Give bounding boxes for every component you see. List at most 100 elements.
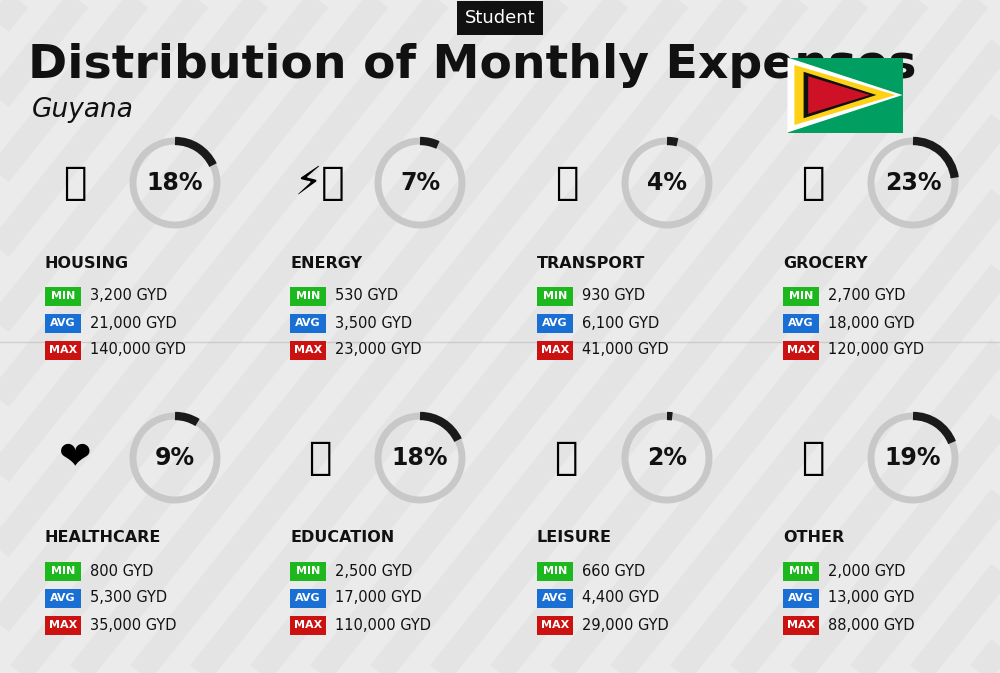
Text: 🛒: 🛒 xyxy=(801,164,825,202)
Bar xyxy=(45,314,81,332)
Text: MAX: MAX xyxy=(541,345,569,355)
Text: MIN: MIN xyxy=(51,291,75,301)
Bar xyxy=(537,287,573,306)
Text: HEALTHCARE: HEALTHCARE xyxy=(45,530,161,546)
Bar xyxy=(45,616,81,635)
Bar xyxy=(783,616,819,635)
Bar xyxy=(537,616,573,635)
Bar xyxy=(537,341,573,359)
Bar xyxy=(45,561,81,581)
Text: 2,700 GYD: 2,700 GYD xyxy=(828,289,906,304)
Text: 🚌: 🚌 xyxy=(555,164,579,202)
Bar xyxy=(537,561,573,581)
Text: MIN: MIN xyxy=(543,291,567,301)
Text: ENERGY: ENERGY xyxy=(290,256,362,271)
Bar xyxy=(783,588,819,608)
Text: 13,000 GYD: 13,000 GYD xyxy=(828,590,914,606)
Text: 110,000 GYD: 110,000 GYD xyxy=(335,618,431,633)
Text: 4,400 GYD: 4,400 GYD xyxy=(582,590,659,606)
Text: MAX: MAX xyxy=(787,620,815,630)
Text: MAX: MAX xyxy=(49,620,77,630)
Text: 35,000 GYD: 35,000 GYD xyxy=(90,618,176,633)
Text: 2%: 2% xyxy=(647,446,687,470)
Text: 41,000 GYD: 41,000 GYD xyxy=(582,343,669,357)
Bar xyxy=(45,588,81,608)
Text: 3,500 GYD: 3,500 GYD xyxy=(335,316,412,330)
Text: 6,100 GYD: 6,100 GYD xyxy=(582,316,659,330)
Polygon shape xyxy=(808,76,870,114)
Text: ❤️: ❤️ xyxy=(59,439,91,477)
Bar xyxy=(537,314,573,332)
Text: MIN: MIN xyxy=(543,566,567,576)
Text: 2,000 GYD: 2,000 GYD xyxy=(828,563,906,579)
Text: 930 GYD: 930 GYD xyxy=(582,289,645,304)
Text: 2,500 GYD: 2,500 GYD xyxy=(335,563,412,579)
Text: 29,000 GYD: 29,000 GYD xyxy=(582,618,669,633)
Text: 5,300 GYD: 5,300 GYD xyxy=(90,590,167,606)
Bar xyxy=(788,57,902,133)
Text: 17,000 GYD: 17,000 GYD xyxy=(335,590,422,606)
Text: AVG: AVG xyxy=(788,318,814,328)
Text: 👛: 👛 xyxy=(801,439,825,477)
Text: 18%: 18% xyxy=(392,446,448,470)
Text: AVG: AVG xyxy=(50,318,76,328)
Bar xyxy=(290,314,326,332)
Bar xyxy=(783,341,819,359)
Text: 23%: 23% xyxy=(885,171,941,195)
Text: 🛍️: 🛍️ xyxy=(555,439,579,477)
Text: GROCERY: GROCERY xyxy=(783,256,868,271)
Text: EDUCATION: EDUCATION xyxy=(290,530,394,546)
Text: TRANSPORT: TRANSPORT xyxy=(537,256,645,271)
Text: 🎓: 🎓 xyxy=(308,439,332,477)
Text: 88,000 GYD: 88,000 GYD xyxy=(828,618,915,633)
Text: 120,000 GYD: 120,000 GYD xyxy=(828,343,924,357)
Text: Guyana: Guyana xyxy=(32,97,134,123)
Text: HOUSING: HOUSING xyxy=(45,256,129,271)
Text: 9%: 9% xyxy=(155,446,195,470)
Text: MIN: MIN xyxy=(296,566,320,576)
Text: 660 GYD: 660 GYD xyxy=(582,563,645,579)
Text: 800 GYD: 800 GYD xyxy=(90,563,153,579)
Text: 21,000 GYD: 21,000 GYD xyxy=(90,316,177,330)
Text: 7%: 7% xyxy=(400,171,440,195)
Text: LEISURE: LEISURE xyxy=(537,530,612,546)
Text: MIN: MIN xyxy=(51,566,75,576)
Text: AVG: AVG xyxy=(295,318,321,328)
Text: MAX: MAX xyxy=(541,620,569,630)
Text: 18%: 18% xyxy=(147,171,203,195)
Bar xyxy=(290,341,326,359)
Text: Distribution of Monthly Expenses: Distribution of Monthly Expenses xyxy=(28,42,916,87)
Text: MAX: MAX xyxy=(49,345,77,355)
Text: MIN: MIN xyxy=(296,291,320,301)
Text: 4%: 4% xyxy=(647,171,687,195)
Bar xyxy=(783,314,819,332)
Polygon shape xyxy=(794,65,896,125)
Text: MIN: MIN xyxy=(789,291,813,301)
Polygon shape xyxy=(804,72,876,118)
Text: AVG: AVG xyxy=(542,318,568,328)
Text: MAX: MAX xyxy=(294,620,322,630)
Bar xyxy=(537,588,573,608)
Text: 🏢: 🏢 xyxy=(63,164,87,202)
Bar xyxy=(45,287,81,306)
Text: AVG: AVG xyxy=(50,593,76,603)
Text: ⚡🏠: ⚡🏠 xyxy=(295,164,345,202)
Text: 3,200 GYD: 3,200 GYD xyxy=(90,289,167,304)
Bar xyxy=(45,341,81,359)
Text: 530 GYD: 530 GYD xyxy=(335,289,398,304)
Bar xyxy=(290,588,326,608)
Text: 18,000 GYD: 18,000 GYD xyxy=(828,316,915,330)
Text: AVG: AVG xyxy=(788,593,814,603)
Text: 23,000 GYD: 23,000 GYD xyxy=(335,343,422,357)
Text: MIN: MIN xyxy=(789,566,813,576)
Bar xyxy=(290,561,326,581)
Text: OTHER: OTHER xyxy=(783,530,844,546)
Text: 140,000 GYD: 140,000 GYD xyxy=(90,343,186,357)
Bar xyxy=(783,287,819,306)
Bar xyxy=(290,616,326,635)
Text: MAX: MAX xyxy=(787,345,815,355)
Text: 19%: 19% xyxy=(885,446,941,470)
Bar xyxy=(290,287,326,306)
Polygon shape xyxy=(788,57,902,133)
Text: MAX: MAX xyxy=(294,345,322,355)
